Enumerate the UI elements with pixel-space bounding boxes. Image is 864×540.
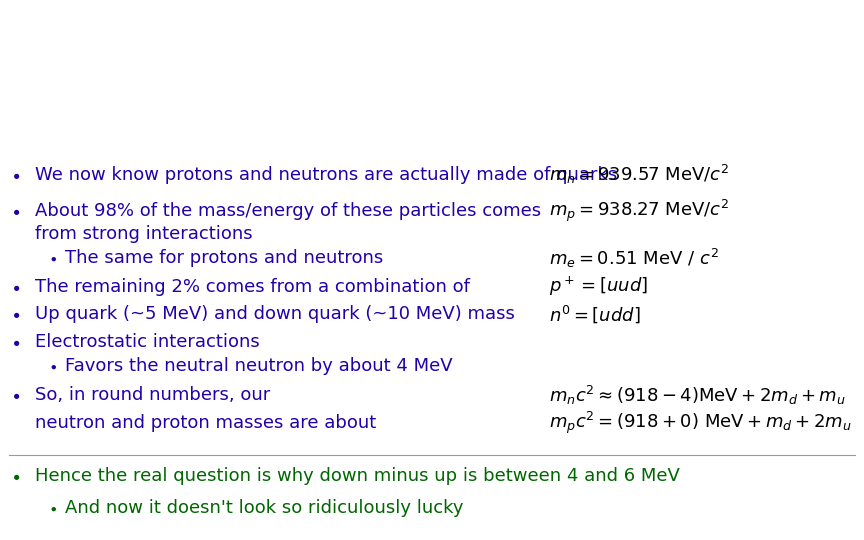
Text: The remaining 2% comes from a combination of: The remaining 2% comes from a combinatio… xyxy=(35,278,469,296)
Text: $\bullet$: $\bullet$ xyxy=(10,201,21,220)
Text: Electrostatic interactions: Electrostatic interactions xyxy=(35,333,259,350)
Text: neutron and proton masses are about: neutron and proton masses are about xyxy=(35,414,376,432)
Text: $p^+ = \left[uud\right]$: $p^+ = \left[uud\right]$ xyxy=(549,275,648,299)
Text: $\bullet$: $\bullet$ xyxy=(48,251,56,266)
Text: $m_n = 939.57\ \mathrm{MeV}/c^2$: $m_n = 939.57\ \mathrm{MeV}/c^2$ xyxy=(549,163,728,186)
Text: $m_e = 0.51\ \mathrm{MeV}\ /\ c^2$: $m_e = 0.51\ \mathrm{MeV}\ /\ c^2$ xyxy=(549,247,719,270)
Text: from strong interactions: from strong interactions xyxy=(35,225,252,244)
Text: Hence the real question is why down minus up is between 4 and 6 MeV: Hence the real question is why down minu… xyxy=(35,468,679,485)
Text: $n^0 = \left[udd\right]$: $n^0 = \left[udd\right]$ xyxy=(549,303,640,325)
Text: $\bullet$: $\bullet$ xyxy=(10,386,21,404)
Text: $\bullet$: $\bullet$ xyxy=(48,501,56,516)
Text: $\bullet$: $\bullet$ xyxy=(10,278,21,296)
Text: Favors the neutral neutron by about 4 MeV: Favors the neutral neutron by about 4 Me… xyxy=(65,357,453,375)
Text: $\bullet$: $\bullet$ xyxy=(10,166,21,184)
Text: $\bullet$: $\bullet$ xyxy=(10,333,21,350)
Text: We now know protons and neutrons are actually made of quarks: We now know protons and neutrons are act… xyxy=(35,166,617,184)
Text: $\bullet$: $\bullet$ xyxy=(10,305,21,323)
Text: So, in round numbers, our: So, in round numbers, our xyxy=(35,386,270,404)
Text: $\bullet$: $\bullet$ xyxy=(10,468,21,485)
Text: And now it doesn't look so ridiculously lucky: And now it doesn't look so ridiculously … xyxy=(65,500,463,517)
Text: Up quark (~5 MeV) and down quark (~10 MeV) mass: Up quark (~5 MeV) and down quark (~10 Me… xyxy=(35,305,514,323)
Text: The same for protons and neutrons: The same for protons and neutrons xyxy=(65,249,383,267)
Text: $m_p = 938.27\ \mathrm{MeV}/c^2$: $m_p = 938.27\ \mathrm{MeV}/c^2$ xyxy=(549,198,729,224)
Text: About 98% of the mass/energy of these particles comes: About 98% of the mass/energy of these pa… xyxy=(35,201,541,220)
Text: $\bullet$: $\bullet$ xyxy=(48,359,56,374)
Text: Difference?: Difference? xyxy=(297,88,567,130)
Text: What Causes the Neutron-Proton Mass: What Causes the Neutron-Proton Mass xyxy=(0,25,864,67)
Text: $m_n c^2 \approx \left(918-4\right)\mathrm{MeV} + 2m_d + m_u$: $m_n c^2 \approx \left(918-4\right)\math… xyxy=(549,383,846,407)
Text: $m_p c^2 = \left(918+0\right)\ \mathrm{MeV} + m_d + 2m_u$: $m_p c^2 = \left(918+0\right)\ \mathrm{M… xyxy=(549,410,851,436)
